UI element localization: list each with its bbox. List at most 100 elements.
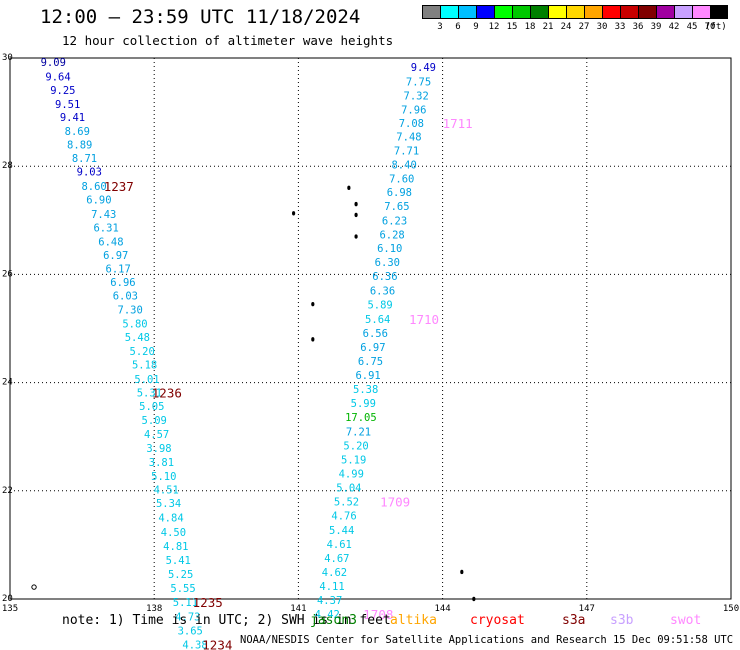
x-tick-label: 147 [579,604,595,614]
wave-height-value: 8.89 [67,140,92,152]
wave-height-value: 5.38 [353,384,378,396]
mission-cryosat: cryosat [470,613,525,628]
y-tick-label: 20 [2,594,13,604]
y-tick-label: 30 [2,53,13,63]
wave-height-value: 7.60 [389,174,414,186]
wave-height-value: 7.96 [401,104,426,116]
legend-swatch [656,5,674,19]
wave-height-value: 7.21 [346,426,371,438]
pass-time-label: 1235 [193,595,223,610]
wave-height-value: 6.91 [355,370,380,382]
legend-label: 18 [524,22,536,32]
wave-height-value: 3.98 [146,443,171,455]
legend-swatch [674,5,692,19]
wave-height-value: 6.97 [360,342,385,354]
legend-swatch [458,5,476,19]
legend-frame [422,5,728,19]
wave-height-value: 5.99 [351,398,376,410]
wave-height-value: 6.17 [106,263,131,275]
wave-height-value: 4.67 [324,553,349,565]
y-tick-label: 22 [2,486,13,496]
wave-height-value: 9.41 [60,112,85,124]
wave-height-value: 6.96 [110,277,135,289]
wave-height-value: 6.75 [358,356,383,368]
wave-height-value: 4.38 [182,639,207,650]
pass-time-label: 1237 [104,179,134,194]
wave-height-value: 5.19 [341,454,366,466]
legend-label: 45 [686,22,698,32]
wave-height-value: 9.09 [41,57,66,69]
legend-swatch [530,5,548,19]
wave-height-value: 4.57 [144,429,169,441]
wave-height-value: 6.56 [363,328,388,340]
legend-swatch [620,5,638,19]
wave-height-value: 5.41 [166,555,191,567]
credit-line: NOAA/NESDIS Center for Satellite Applica… [240,634,740,646]
legend-swatch [476,5,494,19]
wave-height-value: 4.99 [339,468,364,480]
wave-height-value: 6.10 [377,243,402,255]
wave-height-value: 7.08 [399,118,424,130]
legend-swatch [440,5,458,19]
wave-height-value: 5.34 [156,498,181,510]
wave-height-value: 4.84 [158,512,183,524]
wave-height-value: 7.32 [404,90,429,102]
wave-height-value: 5.44 [329,525,354,537]
legend-unit: (ft) [705,22,727,32]
legend-label: 21 [542,22,554,32]
y-tick-label: 26 [2,269,13,279]
legend-label: 15 [506,22,518,32]
island-marker [354,201,358,207]
legend-label: 36 [632,22,644,32]
wave-height-value: 5.64 [365,314,390,326]
wave-height-value: 6.48 [98,236,123,248]
pass-time-label: 1234 [202,637,232,650]
wave-height-value: 5.52 [334,497,359,509]
legend-swatch [548,5,566,19]
wave-height-value: 5.09 [142,415,167,427]
legend-label: 3 [437,22,443,32]
wave-height-value: 4.76 [331,511,356,523]
pass-time-label: 1709 [380,495,410,510]
wave-height-value: 9.64 [45,71,70,83]
island-marker [354,212,358,218]
wave-height-value: 8.71 [72,153,97,165]
wave-height-value: 4.11 [319,581,344,593]
page-title: 12:00 – 23:59 UTC 11/18/2024 [40,6,361,28]
wave-height-value: 4.37 [317,595,342,607]
mission-altika: altika [390,613,437,628]
legend-label: 70 [704,22,716,32]
wave-height-value: 5.10 [151,471,176,483]
wave-height-value: 17.05 [345,412,377,424]
island-marker [354,234,358,239]
legend-swatch [566,5,584,19]
wave-height-value: 3.81 [149,457,174,469]
wave-height-value: 9.51 [55,99,80,111]
wave-height-value: 3.65 [178,625,203,637]
wave-height-value: 8.69 [65,126,90,138]
wave-height-value: 5.01 [134,374,159,386]
wave-height-value: 4.51 [154,485,179,497]
pass-time-label: 1236 [152,385,182,400]
wave-height-value: 6.31 [93,222,118,234]
island-marker [347,185,351,191]
map-frame [9,57,732,600]
wave-height-value: 6.36 [370,286,395,298]
page-subtitle: 12 hour collection of altimeter wave hei… [62,33,394,48]
legend-swatch [584,5,602,19]
island-marker [460,569,464,575]
wave-height-value: 5.48 [125,332,150,344]
x-tick-label: 141 [290,604,306,614]
legend-label: 39 [650,22,662,32]
wave-height-value: 4.73 [175,611,200,623]
wave-height-value: 9.49 [411,62,436,74]
wave-height-value: 6.90 [86,195,111,207]
wave-height-value: 7.30 [118,305,143,317]
legend-label: 33 [614,22,626,32]
mission-swot: swot [670,613,702,628]
wave-height-value: 7.48 [396,131,421,143]
wave-height-value: 5.05 [139,401,164,413]
pass-time-label: 1708 [363,607,393,622]
wave-height-value: 7.43 [91,209,116,221]
